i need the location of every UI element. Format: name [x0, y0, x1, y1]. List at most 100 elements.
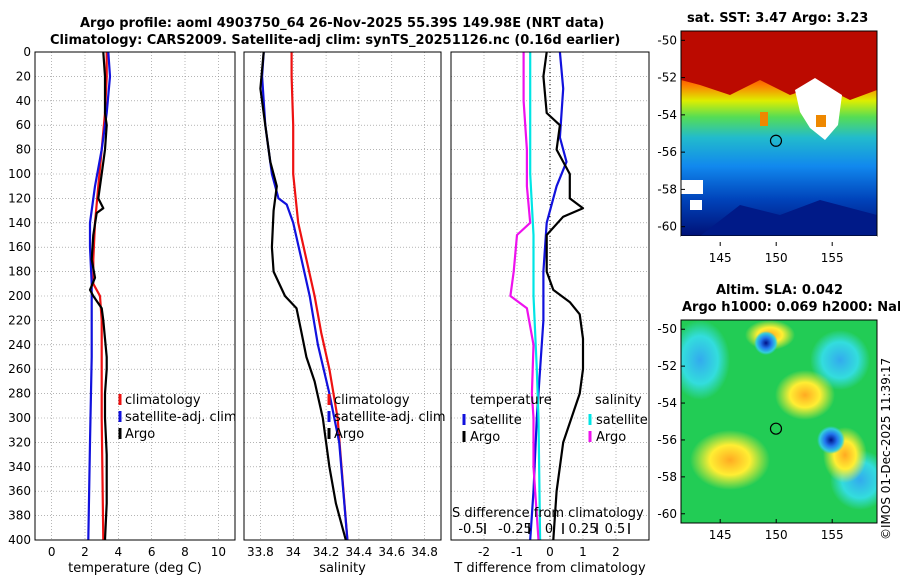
map-y-tick-label: -56: [657, 145, 677, 159]
y-tick-label: 360: [8, 484, 31, 498]
sst-map-nodata: [681, 236, 877, 246]
x-axis-label: temperature (deg C): [68, 561, 202, 576]
credit-text: ©IMOS 01-Dec-2025 11:39:17: [879, 358, 893, 540]
sst-cold-core: [700, 200, 877, 236]
y-tick-label: 80: [16, 143, 31, 157]
map-y-tick-label: -60: [657, 220, 677, 234]
x-tick-label-secondary: -0.5: [458, 522, 483, 537]
map-y-tick-label: -50: [657, 322, 677, 336]
map-x-tick-label: 150: [765, 251, 788, 265]
x-tick-label-secondary: 0: [545, 522, 553, 537]
map-y-tick-label: -58: [657, 182, 677, 196]
sst-cloud-mask: [690, 200, 702, 210]
x-tick-label: 33.8: [247, 545, 274, 559]
y-tick-label: 400: [8, 533, 31, 547]
y-tick-label: 380: [8, 509, 31, 523]
y-tick-label: 120: [8, 191, 31, 205]
legend-title-temperature: temperature: [470, 393, 552, 408]
x-tick-label: 1: [579, 545, 587, 559]
y-tick-label: 20: [16, 69, 31, 83]
x-tick-label: 0: [546, 545, 554, 559]
y-tick-label: 300: [8, 411, 31, 425]
sla-cyan-band: [810, 330, 870, 390]
y-tick-label: 340: [8, 460, 31, 474]
sla-cyan-band: [681, 320, 730, 400]
map-y-tick-label: -56: [657, 433, 677, 447]
plot-frame: [243, 51, 442, 541]
legend-label: satellite-adj. clim: [334, 410, 446, 425]
y-tick-label: 0: [23, 45, 31, 59]
map-y-tick-label: -60: [657, 507, 677, 521]
x-tick-label: 34.2: [313, 545, 340, 559]
y-tick-label: 140: [8, 216, 31, 230]
title-line-1: Argo profile: aoml 4903750_64 26-Nov-202…: [80, 16, 605, 31]
y-tick-label: 40: [16, 94, 31, 108]
legend-label: Argo: [470, 430, 500, 445]
sla-yellow-band: [775, 370, 835, 420]
x-axis-label-secondary: S difference from climatology: [452, 506, 644, 521]
series-line-s-argo: [509, 52, 540, 541]
legend-label: satellite: [596, 413, 648, 428]
x-tick-label-secondary: 0.25: [569, 522, 598, 537]
x-tick-label: 8: [181, 545, 189, 559]
y-tick-label: 60: [16, 118, 31, 132]
y-tick-label: 180: [8, 265, 31, 279]
x-tick-label: 34.4: [346, 545, 373, 559]
x-tick-label: 34: [286, 545, 301, 559]
series-line-climatology: [290, 52, 349, 541]
map-x-tick-label: 150: [765, 528, 788, 542]
title-line-2: Climatology: CARS2009. Satellite-adj cli…: [50, 33, 621, 48]
y-tick-label: 100: [8, 167, 31, 181]
y-tick-label: 280: [8, 387, 31, 401]
series-line-argo: [259, 51, 347, 541]
map-x-tick-label: 145: [709, 528, 732, 542]
sla-map-frame: [680, 319, 878, 524]
y-tick-label: 260: [8, 362, 31, 376]
sst-cloud-mask: [681, 180, 703, 194]
sla-map: [681, 320, 877, 523]
sla-low-eddy: [817, 426, 845, 454]
x-tick-label: 0: [48, 545, 56, 559]
series-line-t-satellite: [529, 51, 568, 541]
x-tick-label: 34.8: [411, 545, 438, 559]
x-axis-label: T difference from climatology: [453, 561, 646, 576]
map-y-tick-label: -52: [657, 359, 677, 373]
x-tick-label: -1: [511, 545, 523, 559]
x-tick-label: 2: [81, 545, 89, 559]
x-tick-label: -2: [478, 545, 490, 559]
map-x-tick-label: 155: [821, 251, 844, 265]
sst-warm-tongue: [681, 31, 877, 100]
legend-label: Argo: [596, 430, 626, 445]
sst-map-title: sat. SST: 3.47 Argo: 3.23: [687, 11, 869, 26]
map-y-tick-label: -58: [657, 470, 677, 484]
sst-cloud-mask: [760, 112, 768, 126]
argo-location-marker: [769, 422, 783, 435]
x-tick-label-secondary: 0.5: [605, 522, 626, 537]
legend-label: Argo: [125, 427, 155, 442]
series-line-s-satellite: [529, 52, 542, 541]
legend-label: satellite-adj. clim: [125, 410, 237, 425]
x-tick-label: 4: [115, 545, 123, 559]
map-x-tick-label: 145: [709, 251, 732, 265]
y-tick-label: 160: [8, 240, 31, 254]
x-tick-label-secondary: -0.25: [498, 522, 532, 537]
sst-cloud-mask: [795, 78, 842, 140]
series-line-argo: [88, 51, 108, 541]
x-tick-label: 2: [612, 545, 620, 559]
sla-yellow-band: [690, 430, 770, 490]
map-y-tick-label: -50: [657, 33, 677, 47]
sla-low-eddy: [754, 331, 778, 355]
series-line-t-argo: [542, 51, 585, 541]
plot-frame: [34, 51, 236, 541]
sst-cloud-mask: [816, 115, 826, 127]
sla-map-title-1: Altim. SLA: 0.042: [716, 283, 843, 298]
legend-title-salinity: salinity: [595, 393, 642, 408]
y-tick-label: 320: [8, 435, 31, 449]
legend-label: Argo: [334, 427, 364, 442]
y-tick-label: 200: [8, 289, 31, 303]
x-tick-label: 34.6: [378, 545, 405, 559]
legend-label: climatology: [125, 393, 201, 408]
sst-map: [681, 31, 877, 236]
map-y-tick-label: -54: [657, 108, 677, 122]
